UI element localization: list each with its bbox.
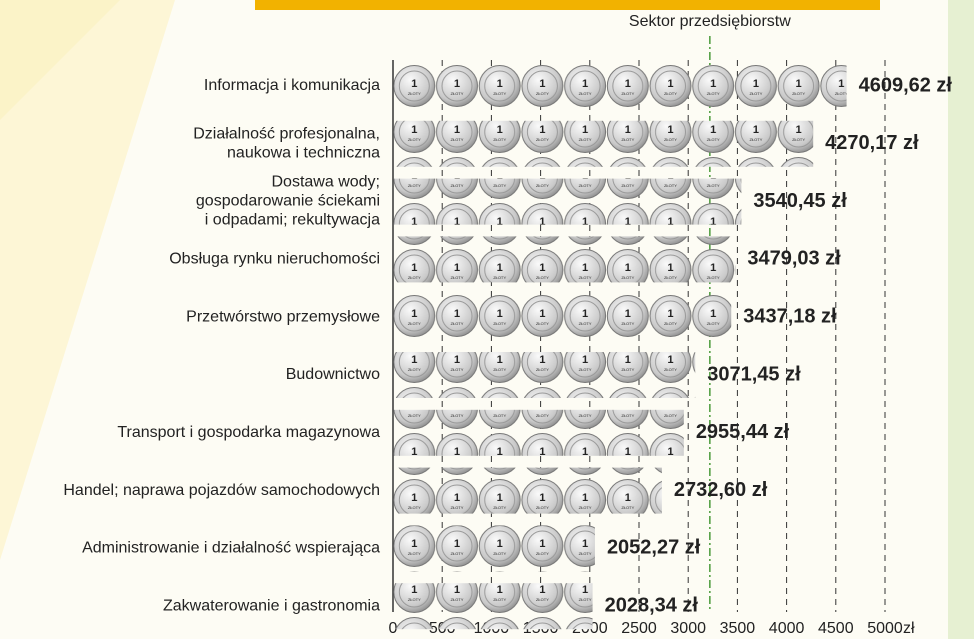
value-label: 4270,17 zł — [825, 132, 919, 154]
x-tick-label: 3000 — [670, 620, 706, 637]
value-label: 2028,34 zł — [605, 594, 699, 616]
value-label: 3479,03 zł — [747, 248, 841, 270]
coin-bar — [393, 583, 593, 629]
coin-bar — [393, 525, 595, 571]
coin-bar — [393, 352, 695, 398]
category-label: Administrowanie i działalność wspierając… — [82, 540, 380, 557]
x-tick-label: 3500 — [720, 620, 756, 637]
reference-label: Sektor przedsiębiorstw — [629, 13, 791, 30]
value-label: 2052,27 zł — [607, 537, 701, 559]
x-tick-label: 4000 — [769, 620, 805, 637]
value-label: 2955,44 zł — [696, 421, 790, 443]
category-label: Przetwórstwo przemysłowe — [186, 308, 380, 325]
value-label: 3540,45 zł — [753, 190, 847, 212]
chart: 1 ZŁOTY 05001000150020002500300035004000… — [0, 0, 974, 639]
category-label: Informacja i komunikacja — [204, 77, 380, 94]
x-axis-unit: zł — [903, 620, 915, 637]
category-label: Zakwaterowanie i gastronomia — [163, 597, 380, 614]
banner — [255, 0, 880, 10]
category-label: Działalność profesjonalna,naukowa i tech… — [193, 126, 380, 162]
x-tick-label: 2500 — [621, 620, 657, 637]
coin-bar — [393, 236, 735, 282]
value-label: 4609,62 zł — [859, 74, 953, 96]
value-label: 2732,60 zł — [674, 479, 768, 501]
value-label: 3071,45 zł — [707, 363, 801, 385]
category-label: Transport i gospodarka magazynowa — [117, 424, 380, 441]
x-tick-label: 5000 — [867, 620, 903, 637]
coin-bar — [393, 468, 662, 514]
coin-bar — [393, 179, 741, 225]
category-label: Handel; naprawa pojazdów samochodowych — [63, 482, 380, 499]
x-tick-label: 4500 — [818, 620, 854, 637]
value-label: 3437,18 zł — [743, 305, 837, 327]
coin-bar — [393, 63, 847, 109]
coin-bar — [393, 294, 731, 340]
coin-bar — [393, 121, 813, 167]
category-label: Obsługa rynku nieruchomości — [169, 251, 380, 268]
category-label: Budownictwo — [286, 366, 380, 383]
coin-bar — [393, 410, 684, 456]
